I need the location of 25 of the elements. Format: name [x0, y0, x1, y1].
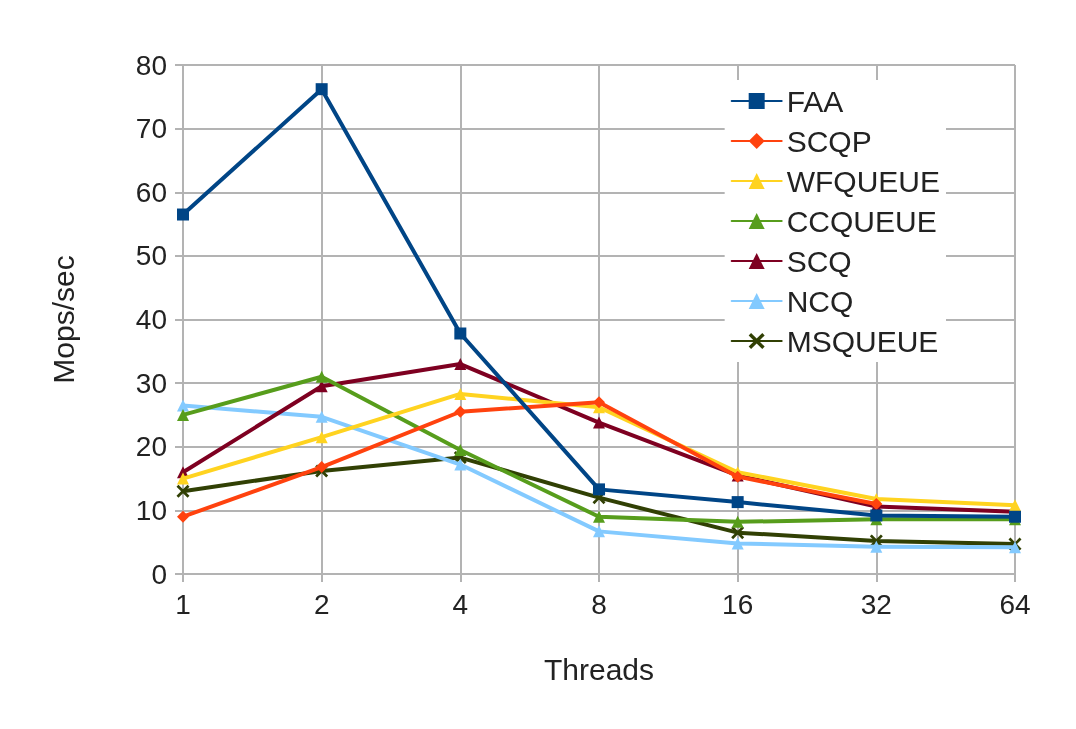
y-tick-label: 80 — [135, 49, 167, 81]
legend-label: MSQUEUE — [786, 324, 939, 358]
x-tick-label: 64 — [999, 588, 1031, 620]
legend-label: SCQP — [786, 124, 872, 158]
y-tick-label: 40 — [135, 304, 167, 335]
y-tick-label: 10 — [135, 494, 167, 526]
y-tick-label: 0 — [151, 558, 167, 590]
y-tick-label: 20 — [135, 431, 167, 463]
y-tick-label: 30 — [135, 367, 167, 399]
y-tick-label: 50 — [135, 240, 167, 272]
legend-label: NCQ — [786, 284, 854, 318]
x-tick-label: 32 — [860, 588, 892, 620]
y-tick-label: 70 — [135, 113, 167, 145]
x-tick-label: 16 — [722, 588, 754, 620]
legend-label: FAA — [786, 84, 844, 118]
y-tick-label: 60 — [135, 176, 167, 208]
x-tick-label: 2 — [313, 588, 330, 620]
legend-label: WFQUEUE — [786, 164, 940, 198]
x-tick-label: 4 — [452, 588, 469, 620]
x-axis-title: Threads — [543, 652, 655, 686]
x-tick-label: 1 — [175, 588, 191, 620]
legend-label: CCQUEUE — [786, 204, 937, 238]
legend-label: SCQ — [786, 244, 852, 278]
y-axis-title: Mops/sec — [46, 255, 80, 384]
x-tick-label: 8 — [591, 588, 607, 620]
